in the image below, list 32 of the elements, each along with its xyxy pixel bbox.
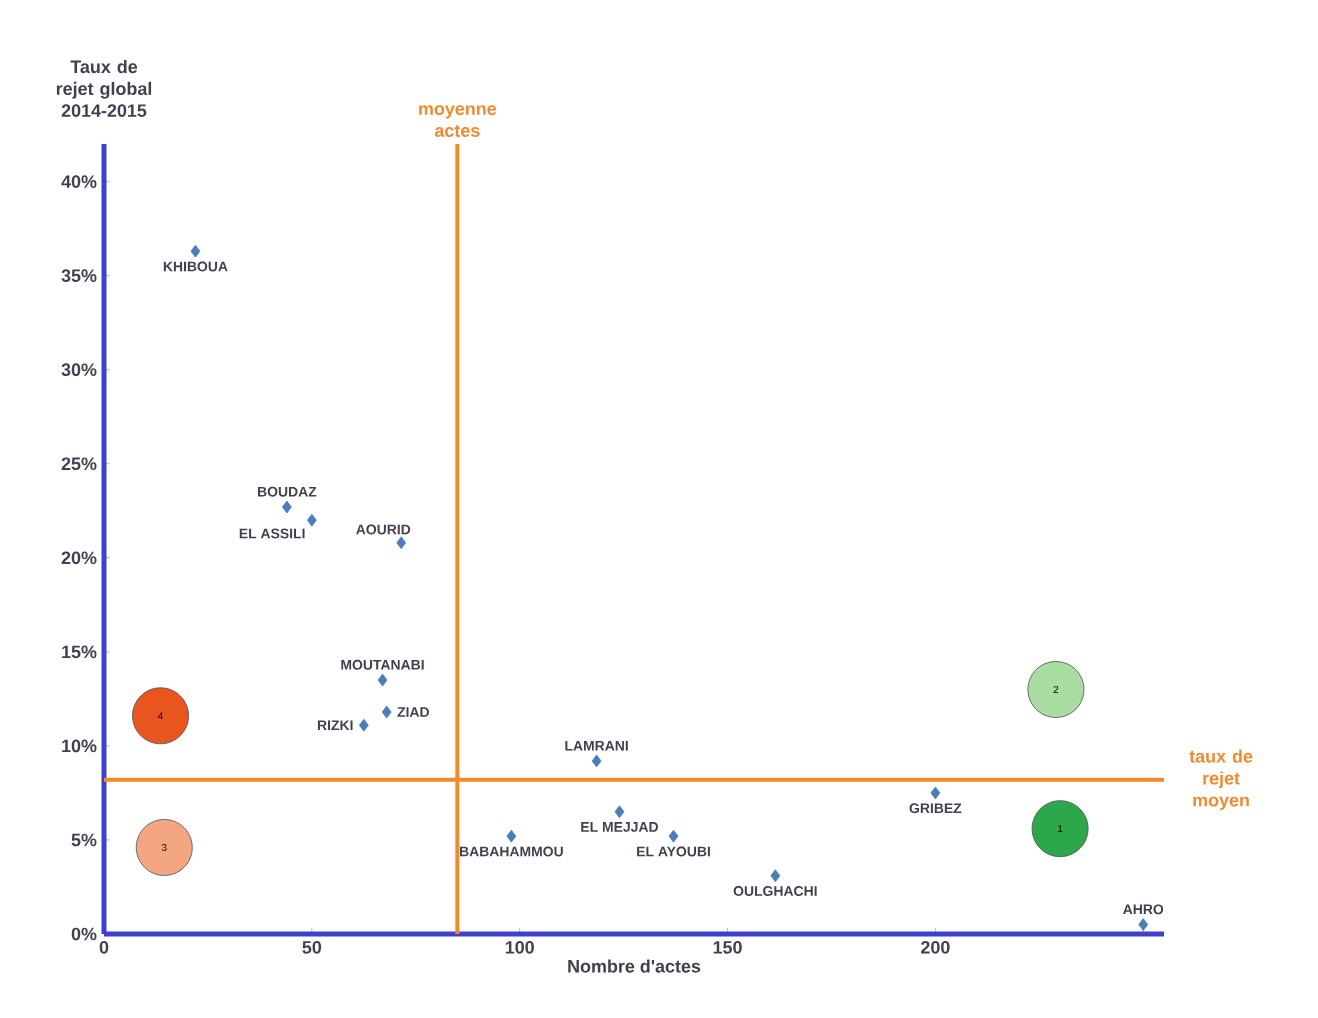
point <box>377 673 388 687</box>
point <box>614 805 625 819</box>
point <box>930 786 941 800</box>
point <box>506 829 517 843</box>
point <box>306 513 317 527</box>
point <box>358 718 369 732</box>
point <box>190 244 201 258</box>
y-tick-label: 35% <box>61 269 97 283</box>
y-tick-label: 30% <box>61 363 97 377</box>
y-tick-label: 15% <box>62 645 97 659</box>
point <box>770 869 781 883</box>
x-tick-label: 100 <box>505 941 534 954</box>
point <box>591 754 602 768</box>
x-tick-label: 150 <box>713 941 742 954</box>
point <box>668 829 679 843</box>
x-tick-label: 0 <box>99 941 109 954</box>
point <box>282 500 292 514</box>
point <box>396 536 407 550</box>
point <box>381 705 392 719</box>
point <box>1138 918 1149 931</box>
y-tick-label: 25% <box>61 457 97 471</box>
y-tick-label: 10% <box>62 739 97 753</box>
x-tick-label: 50 <box>302 941 322 954</box>
y-tick-label: 20% <box>61 551 97 565</box>
ref-line-label: taux de rejet moyen <box>1189 749 1253 811</box>
ref-line-label: moyenne actes <box>419 105 497 137</box>
x-axis-title: Nombre d'actes <box>568 959 701 973</box>
y-tick-label: 0% <box>71 927 97 941</box>
y-axis-title: Taux de rejet global 2014-2015 <box>56 59 152 117</box>
y-tick-label: 40% <box>61 175 97 188</box>
y-tick-label: 5% <box>71 833 97 847</box>
x-tick-label: 200 <box>921 941 950 954</box>
